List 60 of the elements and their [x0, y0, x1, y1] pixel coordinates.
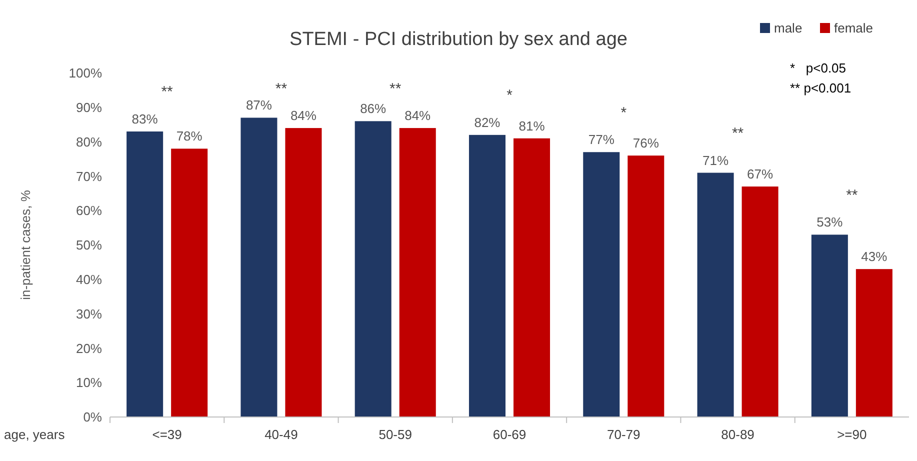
x-axis-title: age, years	[4, 427, 66, 442]
data-label: 87%	[246, 98, 272, 113]
data-label: 83%	[132, 111, 158, 126]
data-label: 84%	[290, 108, 317, 124]
x-tick-label: <=39	[152, 427, 182, 442]
annotation: **	[275, 80, 288, 98]
legend-label: male	[774, 20, 802, 36]
bar	[354, 121, 392, 417]
annotation: **	[161, 84, 174, 101]
bar	[126, 131, 164, 417]
data-label: 78%	[176, 128, 203, 144]
y-tick-label: 90%	[76, 100, 102, 115]
y-tick-label: 50%	[76, 238, 102, 253]
y-tick-label: 100%	[68, 66, 102, 81]
annotation: **	[732, 125, 744, 142]
y-tick-label: 40%	[76, 272, 102, 287]
annotation: **	[846, 186, 858, 204]
data-label: 43%	[861, 249, 888, 264]
bar	[399, 128, 436, 417]
data-label: 76%	[632, 136, 660, 151]
y-tick-label: 70%	[76, 168, 102, 184]
data-label: 81%	[518, 118, 546, 134]
data-label: 86%	[360, 101, 387, 116]
y-tick-label: 60%	[76, 203, 102, 218]
annotation: *	[506, 87, 513, 104]
x-tick-label: 60-69	[492, 427, 526, 442]
bar	[583, 152, 620, 417]
y-tick-label: 80%	[76, 134, 102, 150]
data-label: 53%	[816, 214, 844, 230]
annotation: *	[620, 104, 627, 122]
data-label: 82%	[474, 114, 501, 130]
x-tick-label: 70-79	[607, 427, 640, 442]
data-label: 84%	[404, 108, 432, 124]
bar	[628, 156, 664, 417]
y-tick-label: 10%	[76, 375, 102, 390]
y-tick-label: 0%	[83, 410, 102, 425]
bar	[171, 148, 208, 417]
bar	[468, 134, 506, 417]
x-tick-label: 50-59	[378, 427, 412, 442]
bar	[285, 128, 322, 417]
y-tick-label: 30%	[76, 306, 102, 322]
chart-title: STEMI - PCI distribution by sex and age	[290, 29, 628, 50]
y-tick-label: 20%	[76, 340, 102, 356]
legend-label: female	[834, 20, 874, 36]
data-label: 71%	[702, 152, 729, 168]
x-tick-label: 40-49	[264, 427, 298, 442]
x-tick-label: 80-89	[721, 427, 754, 442]
y-axis-title: in-patient cases, %	[18, 190, 33, 300]
data-label: 77%	[588, 132, 615, 148]
bar	[697, 172, 734, 417]
annotation: **	[390, 80, 402, 98]
annotation: * p<0.05	[790, 60, 846, 76]
data-label: 67%	[747, 166, 774, 182]
bar	[856, 269, 892, 417]
annotation: ** p<0.001	[790, 80, 852, 96]
x-tick-label: >=90	[837, 427, 867, 442]
bar	[514, 138, 550, 417]
bar	[240, 118, 278, 417]
bar	[811, 234, 848, 417]
bar	[742, 186, 778, 417]
